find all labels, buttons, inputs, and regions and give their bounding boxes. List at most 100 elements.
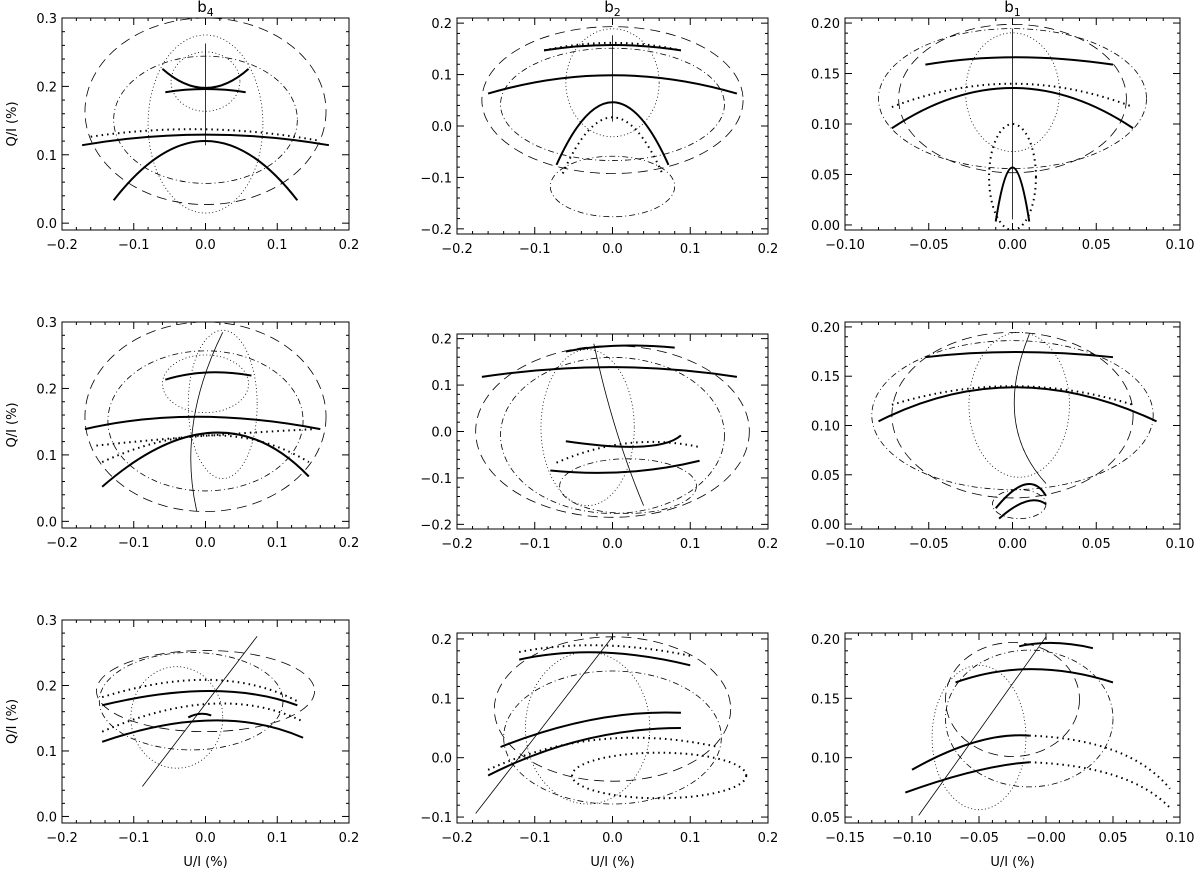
panel-title: b4 bbox=[197, 0, 214, 19]
outer-loop bbox=[481, 26, 744, 174]
main-solid-curve bbox=[878, 386, 1157, 423]
lower-solid-curve bbox=[101, 719, 304, 743]
y-tick-label: 0.15 bbox=[811, 68, 840, 83]
track-curve bbox=[190, 332, 224, 512]
top-solid-curve bbox=[925, 56, 1114, 66]
mid-loop bbox=[107, 350, 304, 492]
x-tick-label: 0.10 bbox=[1166, 537, 1195, 552]
small-solid-curve bbox=[187, 712, 212, 719]
inner-loop bbox=[525, 651, 651, 805]
x-tick-label: −0.2 bbox=[441, 242, 473, 257]
x-tick-label: 0.1 bbox=[680, 242, 701, 257]
mid-loop bbox=[871, 340, 1154, 491]
curves bbox=[481, 26, 744, 218]
upper-solid-curve bbox=[481, 366, 738, 378]
upper-solid-curve bbox=[487, 74, 738, 95]
y-axis-label: Q/I (%) bbox=[5, 699, 20, 744]
curves bbox=[81, 18, 330, 214]
lower-dotted-curve bbox=[101, 434, 310, 463]
y-tick-label: 0.05 bbox=[811, 811, 840, 826]
x-tick-label: 0.1 bbox=[267, 536, 288, 551]
x-tick-label: −0.10 bbox=[892, 831, 932, 846]
upper-solid-curve bbox=[81, 133, 330, 147]
lower-solid-curve bbox=[911, 734, 1030, 771]
y-tick-label: 0.15 bbox=[811, 370, 840, 385]
panel-title: b1 bbox=[1004, 0, 1021, 19]
outer-loop bbox=[96, 650, 315, 733]
upper-dotted-curve bbox=[96, 428, 315, 447]
x-tick-label: 0.10 bbox=[1166, 831, 1195, 846]
y-tick-label: 0.2 bbox=[431, 633, 452, 648]
inner-loop bbox=[130, 666, 224, 769]
curves bbox=[878, 23, 1147, 230]
plot-frame bbox=[456, 333, 769, 530]
x-tick-label: 0.0 bbox=[195, 536, 216, 551]
y-tick-label: 0.0 bbox=[431, 752, 452, 767]
plot-frame bbox=[844, 632, 1181, 824]
y-tick-label: 0.2 bbox=[431, 17, 452, 32]
outer-loop bbox=[84, 322, 327, 512]
y-tick-label: 0.0 bbox=[36, 217, 57, 232]
x-tick-label: −0.1 bbox=[118, 536, 150, 551]
x-tick-label: −0.2 bbox=[441, 537, 473, 552]
top-solid-curve bbox=[925, 351, 1114, 359]
y-tick-label: 0.20 bbox=[811, 633, 840, 648]
arch-solid-curve bbox=[555, 101, 670, 166]
x-tick-label: −0.2 bbox=[441, 831, 473, 846]
curves bbox=[904, 636, 1171, 816]
x-tick-label: −0.00 bbox=[1026, 831, 1066, 846]
lower-solid-curve bbox=[112, 140, 299, 201]
x-tick-label: 0.0 bbox=[602, 242, 623, 257]
x-tick-label: −0.1 bbox=[519, 537, 551, 552]
mid-loop bbox=[878, 28, 1147, 169]
y-tick-label: 0.3 bbox=[36, 316, 57, 331]
lower-dotted-loop bbox=[571, 751, 748, 800]
x-tick-label: 0.2 bbox=[758, 242, 779, 257]
narrow-solid-curve bbox=[994, 166, 1031, 222]
y-tick-label: −0.2 bbox=[420, 223, 452, 238]
lower-loop bbox=[549, 155, 676, 218]
curves bbox=[84, 322, 327, 512]
track-line bbox=[918, 636, 1047, 816]
curves bbox=[475, 343, 750, 518]
y-tick-label: −0.1 bbox=[420, 811, 452, 826]
mid-loop bbox=[503, 670, 722, 805]
y-tick-label: 0.2 bbox=[36, 679, 57, 694]
y-tick-label: 0.1 bbox=[431, 69, 452, 84]
arch-dotted-curve bbox=[561, 116, 664, 174]
x-tick-label: 0.2 bbox=[758, 831, 779, 846]
x-tick-label: 0.2 bbox=[339, 536, 360, 551]
x-tick-label: 0.0 bbox=[602, 831, 623, 846]
y-tick-label: 0.1 bbox=[36, 449, 57, 464]
x-tick-label: 0.00 bbox=[998, 238, 1027, 253]
lower-dotted-curve-2 bbox=[1029, 761, 1171, 809]
main-dotted-curve bbox=[891, 82, 1134, 108]
y-axis-label: Q/I (%) bbox=[5, 101, 20, 146]
top-solid-curve bbox=[565, 344, 675, 353]
x-tick-label: 0.10 bbox=[1166, 238, 1195, 253]
lower-dotted-curve bbox=[1029, 734, 1171, 790]
x-tick-label: −0.10 bbox=[825, 537, 865, 552]
x-tick-label: 0.1 bbox=[680, 537, 701, 552]
small-solid-curve bbox=[998, 499, 1047, 520]
track-curve bbox=[593, 343, 644, 506]
y-tick-label: 0.05 bbox=[811, 168, 840, 183]
y-tick-label: 0.15 bbox=[811, 692, 840, 707]
y-tick-label: 0.20 bbox=[811, 321, 840, 336]
y-axis-label: Q/I (%) bbox=[5, 402, 20, 447]
x-tick-label: −0.15 bbox=[825, 831, 865, 846]
y-tick-label: −0.2 bbox=[420, 518, 452, 533]
upper-solid-curve bbox=[518, 651, 691, 667]
x-tick-label: 0.0 bbox=[195, 238, 216, 253]
vertical-loop bbox=[147, 34, 264, 214]
y-tick-label: 0.00 bbox=[811, 219, 840, 234]
x-tick-label: 0.05 bbox=[1082, 238, 1111, 253]
x-tick-label: −0.05 bbox=[959, 831, 999, 846]
panel-r2c1: −0.2 −0.1 0.0 0.1 0.2 0.0 0.1 0.2 0.3 Q/I (%) bbox=[5, 316, 359, 551]
x-tick-label: 0.05 bbox=[1099, 831, 1128, 846]
bottom-dotted-loop bbox=[988, 123, 1037, 230]
inner-loop bbox=[968, 331, 1070, 478]
y-tick-label: 0.0 bbox=[431, 120, 452, 135]
y-tick-label: 0.05 bbox=[811, 469, 840, 484]
